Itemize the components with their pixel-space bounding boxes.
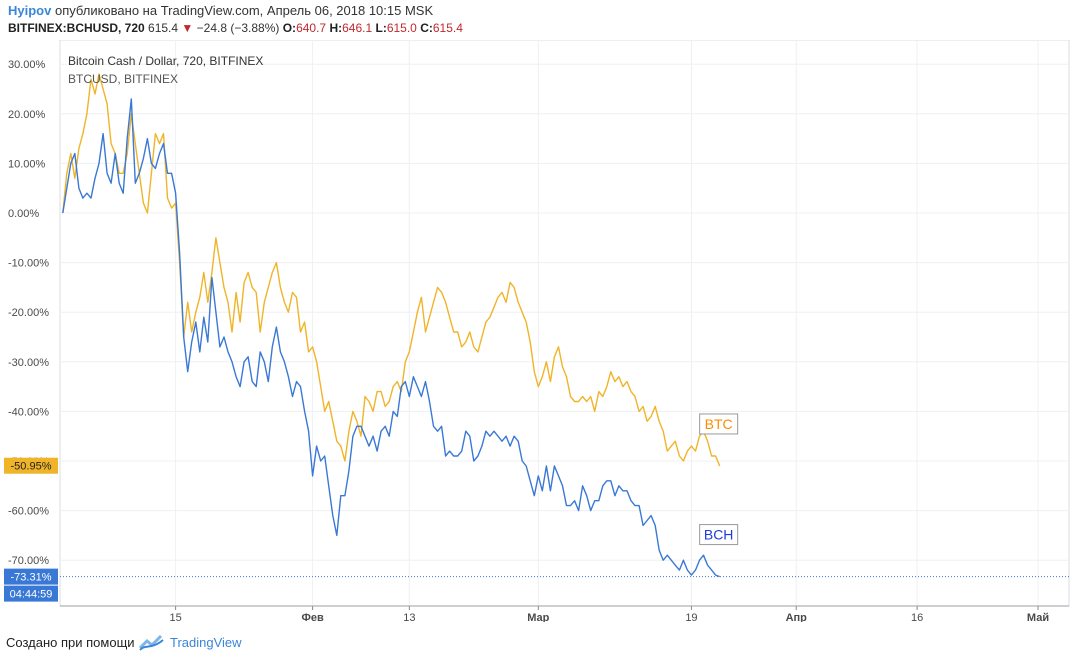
y-tick-label: -10.00%	[8, 258, 49, 270]
chart-header: Hyipov опубликовано на TradingView.com, …	[0, 0, 1075, 40]
last-price: 615.4	[148, 21, 179, 35]
y-tick-label: -60.00%	[8, 506, 49, 518]
tradingview-link[interactable]: TradingView	[170, 635, 242, 650]
plot-area	[59, 40, 1070, 607]
last-value-badge	[4, 568, 58, 585]
symbol-label: BITFINEX:BCHUSD, 720	[8, 21, 145, 35]
x-tick-label: Апр	[786, 612, 808, 622]
y-tick-label: -20.00%	[8, 307, 49, 319]
x-tick-label: Фев	[301, 612, 324, 622]
x-tick-label: Май	[1027, 612, 1049, 622]
series-line-bch[interactable]	[62, 98, 720, 578]
created-with-text: Создано при помощи	[6, 635, 135, 650]
series-name-label: BTC	[705, 416, 733, 432]
close-key: C:	[420, 21, 433, 35]
tradingview-logo-icon[interactable]	[139, 632, 165, 652]
last-value-badge	[4, 457, 58, 474]
x-tick-label: 16	[911, 612, 923, 622]
series-label-box-btc	[699, 413, 739, 435]
published-text: опубликовано на TradingView.com, Апрель …	[54, 3, 434, 18]
y-tick-label: 0.00%	[8, 208, 39, 220]
chart-title: Bitcoin Cash / Dollar, 720, BITFINEX	[68, 54, 264, 68]
high-value: 646.1	[342, 21, 373, 35]
y-tick-label: -30.00%	[8, 357, 49, 369]
last-value-label: -50.95%	[11, 461, 52, 473]
x-tick-label: 15	[169, 612, 181, 622]
footer: Создано при помощи TradingView	[0, 622, 1075, 662]
y-tick-label: 10.00%	[8, 158, 46, 170]
open-value: 640.7	[296, 21, 327, 35]
series-name-label: BCH	[704, 527, 734, 543]
price-change: −24.8 (−3.88%)	[196, 21, 280, 35]
x-tick-label: 19	[685, 612, 697, 622]
close-value: 615.4	[432, 21, 463, 35]
open-key: O:	[282, 21, 297, 35]
y-tick-label: 30.00%	[8, 59, 46, 71]
time-badge	[4, 585, 58, 602]
time-label: 04:44:59	[10, 589, 53, 601]
author-link[interactable]: Hyipov	[8, 3, 52, 18]
high-key: H:	[329, 21, 343, 35]
y-tick-label: 20.00%	[8, 109, 46, 121]
ohlc-line: BITFINEX:BCHUSD, 720 615.4 ▼ −24.8 (−3.8…	[8, 21, 463, 35]
down-arrow-icon: ▼	[181, 21, 194, 35]
y-tick-label: -70.00%	[8, 555, 49, 567]
chart-subtitle: BTCUSD, BITFINEX	[68, 72, 179, 86]
x-tick-label: 13	[403, 612, 415, 622]
low-value: 615.0	[386, 21, 417, 35]
price-chart[interactable]: 30.00% 20.00% 10.00% 0.00% -10.00% -20.00% -30…	[0, 40, 1075, 622]
y-tick-label: -40.00%	[8, 406, 49, 418]
publish-line: Hyipov опубликовано на TradingView.com, …	[8, 3, 433, 18]
low-key: L:	[375, 21, 387, 35]
series-label-box-bch	[699, 524, 739, 546]
x-tick-label: Мар	[527, 612, 549, 622]
series-line-btc[interactable]	[62, 73, 721, 467]
last-value-label: -73.31%	[11, 572, 52, 584]
